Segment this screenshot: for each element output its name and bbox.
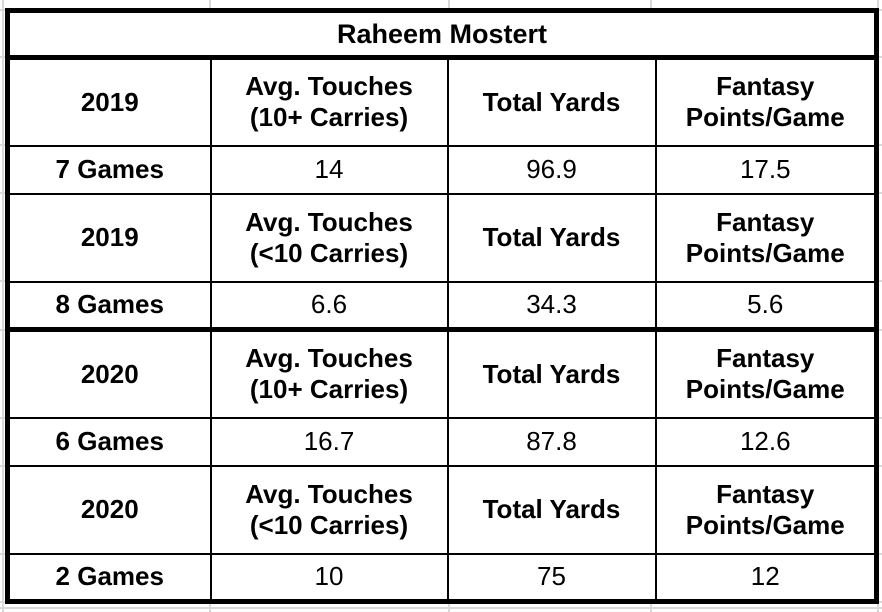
player-stats-table: Raheem Mostert 2019 Avg. Touches (10+ Ca… — [5, 8, 879, 604]
title-row: Raheem Mostert — [6, 9, 878, 60]
fantasy-header-cell: Fantasy Points/Game — [654, 328, 878, 419]
carries-split-label: (10+ Carries) — [249, 102, 409, 133]
header-row-2020-under10: 2020 Avg. Touches (<10 Carries) Total Ya… — [6, 464, 878, 555]
fantasy-ppg-value: 17.5 — [654, 144, 878, 195]
year-cell: 2020 — [6, 328, 212, 419]
avg-touches-value: 14 — [209, 144, 449, 195]
avg-touches-value: 6.6 — [209, 280, 449, 332]
year-cell: 2019 — [6, 56, 212, 147]
fantasy-label-line2: Points/Game — [685, 509, 845, 540]
header-row-2019-under10: 2019 Avg. Touches (<10 Carries) Total Ya… — [6, 192, 878, 283]
fantasy-label-line2: Points/Game — [685, 102, 845, 133]
table-title: Raheem Mostert — [6, 9, 878, 60]
games-cell: 6 Games — [6, 416, 212, 467]
total-yards-header-cell: Total Yards — [446, 56, 657, 147]
fantasy-header-cell: Fantasy Points/Game — [654, 464, 878, 555]
year-cell: 2020 — [6, 464, 212, 555]
carries-split-label: (<10 Carries) — [249, 237, 409, 268]
sheet-gridline-horizontal — [0, 607, 882, 609]
header-row-2019-10plus: 2019 Avg. Touches (10+ Carries) Total Ya… — [6, 56, 878, 147]
total-yards-header-cell: Total Yards — [446, 328, 657, 419]
avg-touches-value: 10 — [209, 552, 449, 603]
header-row-2020-10plus: 2020 Avg. Touches (10+ Carries) Total Ya… — [6, 328, 878, 419]
games-cell: 8 Games — [6, 280, 212, 332]
fantasy-header-cell: Fantasy Points/Game — [654, 192, 878, 283]
total-yards-value: 96.9 — [446, 144, 657, 195]
fantasy-label-line1: Fantasy — [716, 478, 815, 509]
data-row-2020-under10: 2 Games 10 75 12 — [6, 552, 878, 603]
games-cell: 2 Games — [6, 552, 212, 603]
fantasy-label-line2: Points/Game — [685, 374, 845, 405]
games-cell: 7 Games — [6, 144, 212, 195]
sheet-gridline-vertical — [2, 0, 4, 612]
data-row-2019-under10: 8 Games 6.6 34.3 5.6 — [6, 280, 878, 332]
carries-split-label: (10+ Carries) — [249, 374, 409, 405]
total-yards-value: 75 — [446, 552, 657, 603]
carries-split-label: (<10 Carries) — [249, 509, 409, 540]
avg-touches-header-cell: Avg. Touches (10+ Carries) — [209, 328, 449, 419]
fantasy-label-line1: Fantasy — [716, 343, 815, 374]
fantasy-label-line2: Points/Game — [685, 237, 845, 268]
fantasy-ppg-value: 5.6 — [654, 280, 878, 332]
total-yards-header-cell: Total Yards — [446, 464, 657, 555]
avg-touches-header-cell: Avg. Touches (10+ Carries) — [209, 56, 449, 147]
avg-touches-label: Avg. Touches — [245, 343, 413, 374]
avg-touches-label: Avg. Touches — [245, 478, 413, 509]
fantasy-ppg-value: 12.6 — [654, 416, 878, 467]
year-cell: 2019 — [6, 192, 212, 283]
fantasy-ppg-value: 12 — [654, 552, 878, 603]
data-row-2020-10plus: 6 Games 16.7 87.8 12.6 — [6, 416, 878, 467]
avg-touches-label: Avg. Touches — [245, 71, 413, 102]
total-yards-header-cell: Total Yards — [446, 192, 657, 283]
fantasy-label-line1: Fantasy — [716, 71, 815, 102]
total-yards-value: 87.8 — [446, 416, 657, 467]
avg-touches-header-cell: Avg. Touches (<10 Carries) — [209, 192, 449, 283]
fantasy-header-cell: Fantasy Points/Game — [654, 56, 878, 147]
total-yards-value: 34.3 — [446, 280, 657, 332]
avg-touches-value: 16.7 — [209, 416, 449, 467]
avg-touches-label: Avg. Touches — [245, 206, 413, 237]
fantasy-label-line1: Fantasy — [716, 206, 815, 237]
data-row-2019-10plus: 7 Games 14 96.9 17.5 — [6, 144, 878, 195]
avg-touches-header-cell: Avg. Touches (<10 Carries) — [209, 464, 449, 555]
